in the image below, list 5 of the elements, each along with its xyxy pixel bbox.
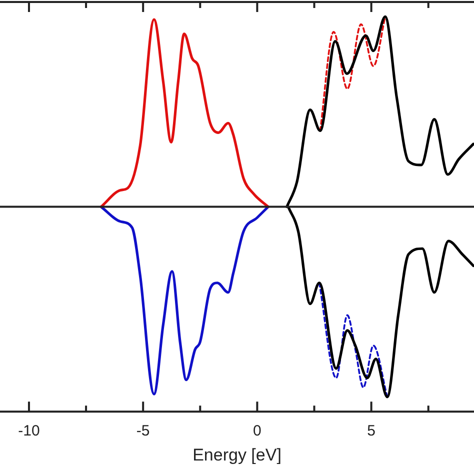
x-tick-label: -5 — [136, 422, 150, 440]
x-tick-label: 5 — [367, 422, 376, 440]
x-tick-label: 0 — [253, 422, 262, 440]
x-tick-label: -10 — [18, 422, 40, 440]
x-axis-title: Energy [eV] — [192, 445, 282, 464]
